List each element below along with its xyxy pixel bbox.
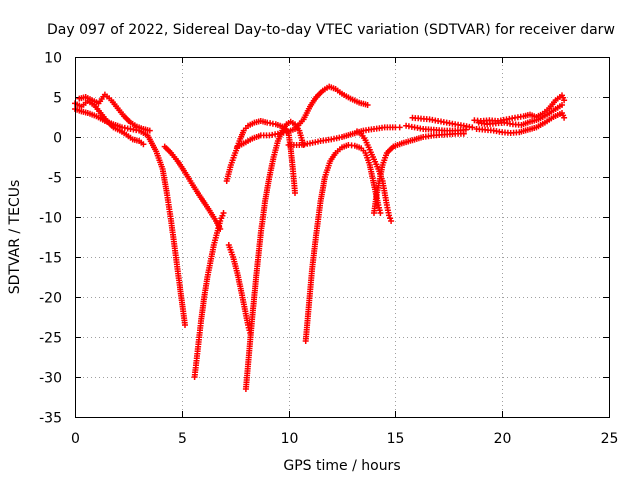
x-axis-label: GPS time / hours — [283, 458, 400, 474]
data-points — [242, 118, 307, 392]
series-track-15 — [403, 122, 469, 134]
y-tick-label: 10 — [44, 51, 62, 67]
series-track-14 — [409, 114, 476, 131]
y-axis-label: SDTVAR / TECUs — [7, 180, 23, 295]
axis-ticks: 0 5 10 15 20 25 10 5 0 -5 -10 -15 -20 -25 -30 -35 — [39, 51, 618, 448]
data-points — [302, 142, 384, 344]
y-tick-label: -25 — [39, 331, 62, 347]
y-tick-label: -10 — [39, 211, 62, 227]
data-series — [72, 83, 568, 392]
data-points — [161, 143, 224, 232]
series-track-4 — [161, 143, 224, 232]
series-track-13 — [285, 124, 403, 148]
series-track-17 — [473, 110, 568, 136]
data-points — [76, 91, 153, 134]
series-track-7 — [225, 242, 254, 336]
series-track-5 — [191, 210, 227, 380]
data-points — [371, 130, 467, 216]
data-points — [475, 102, 565, 128]
chart-title: Day 097 of 2022, Sidereal Day-to-day VTE… — [47, 22, 615, 38]
x-tick-label: 15 — [387, 431, 405, 447]
series-track-10 — [302, 142, 384, 344]
series-track-11 — [371, 130, 467, 216]
x-tick-label: 10 — [281, 431, 299, 447]
y-tick-label: -20 — [39, 291, 62, 307]
data-points — [191, 210, 227, 380]
series-track-18 — [475, 102, 565, 128]
data-points — [409, 114, 476, 131]
x-tick-label: 5 — [178, 431, 187, 447]
y-tick-label: -5 — [48, 171, 62, 187]
x-tick-label: 20 — [494, 431, 512, 447]
y-tick-label: 0 — [53, 131, 62, 147]
plot-frame — [75, 57, 610, 418]
data-points — [225, 242, 254, 336]
series-track-3 — [76, 91, 153, 134]
y-tick-label: -30 — [39, 371, 62, 387]
data-points — [403, 122, 469, 134]
x-tick-label: 25 — [601, 431, 619, 447]
data-points — [285, 124, 403, 148]
grid — [75, 57, 609, 417]
y-tick-label: 5 — [53, 91, 62, 107]
data-points — [234, 83, 371, 150]
y-tick-label: -35 — [39, 411, 62, 427]
y-tick-label: -15 — [39, 251, 62, 267]
x-tick-label: 0 — [71, 431, 80, 447]
data-points — [473, 110, 568, 136]
series-track-8 — [242, 118, 307, 392]
series-track-9 — [234, 83, 371, 150]
